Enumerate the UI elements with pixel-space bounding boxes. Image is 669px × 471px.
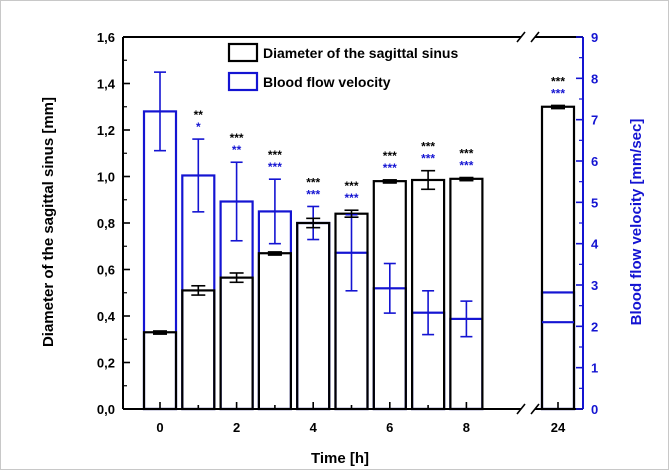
significance-diameter: *** <box>421 140 435 154</box>
significance-velocity: *** <box>421 152 435 166</box>
significance-diameter: ** <box>194 108 204 122</box>
y-axis-title: Diameter of the sagittal sinus [mm] <box>40 97 57 347</box>
significance-velocity: *** <box>306 187 320 201</box>
y-tick-label: 1,6 <box>97 30 115 45</box>
velocity-bar <box>142 110 178 411</box>
significance-velocity: ** <box>232 143 242 157</box>
axis-break-bottom-a <box>516 403 526 415</box>
significance-diameter: *** <box>344 179 358 193</box>
diameter-bar <box>296 221 331 411</box>
diameter-bar <box>181 289 216 411</box>
y-tick-label: 0,2 <box>97 356 115 371</box>
y2-tick-label: 9 <box>591 30 598 45</box>
significance-velocity: * <box>196 120 201 134</box>
y2-axis-title: Blood flow velocity [mm/sec] <box>628 119 645 326</box>
diameter-error-marker <box>267 251 282 256</box>
significance-diameter: *** <box>551 75 565 89</box>
diameter-bar <box>219 276 254 411</box>
y2-tick-label: 0 <box>591 402 598 417</box>
y2-tick-label: 2 <box>591 319 598 334</box>
legend-swatch-diameter <box>227 42 259 63</box>
legend-swatch-velocity <box>227 71 259 92</box>
x-tick-label: 24 <box>551 420 566 435</box>
x-tick-label: 2 <box>233 420 240 435</box>
x-tick-label: 8 <box>463 420 470 435</box>
axis-break-top-b <box>530 31 540 43</box>
x-tick-label: 0 <box>156 420 163 435</box>
y-tick-label: 0,4 <box>97 309 116 324</box>
diameter-error-marker <box>459 176 474 181</box>
y-tick-label: 1,0 <box>97 170 115 185</box>
legend-label-velocity: Blood flow velocity <box>263 74 391 90</box>
y-tick-label: 0,6 <box>97 263 115 278</box>
y2-tick-label: 1 <box>591 361 598 376</box>
significance-velocity: *** <box>551 87 565 101</box>
significance-velocity: *** <box>459 159 473 173</box>
legend: Diameter of the sagittal sinus Blood flo… <box>227 42 458 92</box>
velocity-bar <box>296 221 331 411</box>
significance-velocity: *** <box>268 160 282 174</box>
y-tick-label: 1,4 <box>97 77 116 92</box>
significance-diameter: *** <box>230 131 244 145</box>
y2-tick-label: 4 <box>591 237 599 252</box>
y2-tick-label: 3 <box>591 278 598 293</box>
axis-break-top-a <box>516 31 526 43</box>
y-tick-label: 0,8 <box>97 216 115 231</box>
diameter-bar <box>142 331 178 411</box>
diameter-bar <box>449 177 484 411</box>
x-tick-label: 6 <box>386 420 393 435</box>
significance-diameter: *** <box>383 149 397 163</box>
x-tick-label: 4 <box>310 420 318 435</box>
diameter-bar <box>540 105 576 411</box>
diameter-bar <box>257 252 292 411</box>
diameter-error-marker <box>153 330 167 335</box>
y2-tick-label: 5 <box>591 195 598 210</box>
significance-diameter: *** <box>459 147 473 161</box>
significance-diameter: *** <box>306 175 320 189</box>
x-axis-title: Time [h] <box>311 450 369 467</box>
significance-velocity: *** <box>383 161 397 175</box>
diameter-error-marker <box>382 179 397 184</box>
y2-tick-label: 7 <box>591 113 598 128</box>
significance-diameter: *** <box>268 148 282 162</box>
diameter-error-marker <box>551 104 565 109</box>
legend-label-diameter: Diameter of the sagittal sinus <box>263 45 458 61</box>
y-tick-label: 1,2 <box>97 123 115 138</box>
significance-velocity: *** <box>344 191 358 205</box>
y-tick-label: 0,0 <box>97 402 115 417</box>
velocity-bar <box>540 291 576 411</box>
y2-tick-label: 6 <box>591 154 598 169</box>
y2-tick-label: 8 <box>591 71 598 86</box>
axis-break-bottom-b <box>530 403 540 415</box>
